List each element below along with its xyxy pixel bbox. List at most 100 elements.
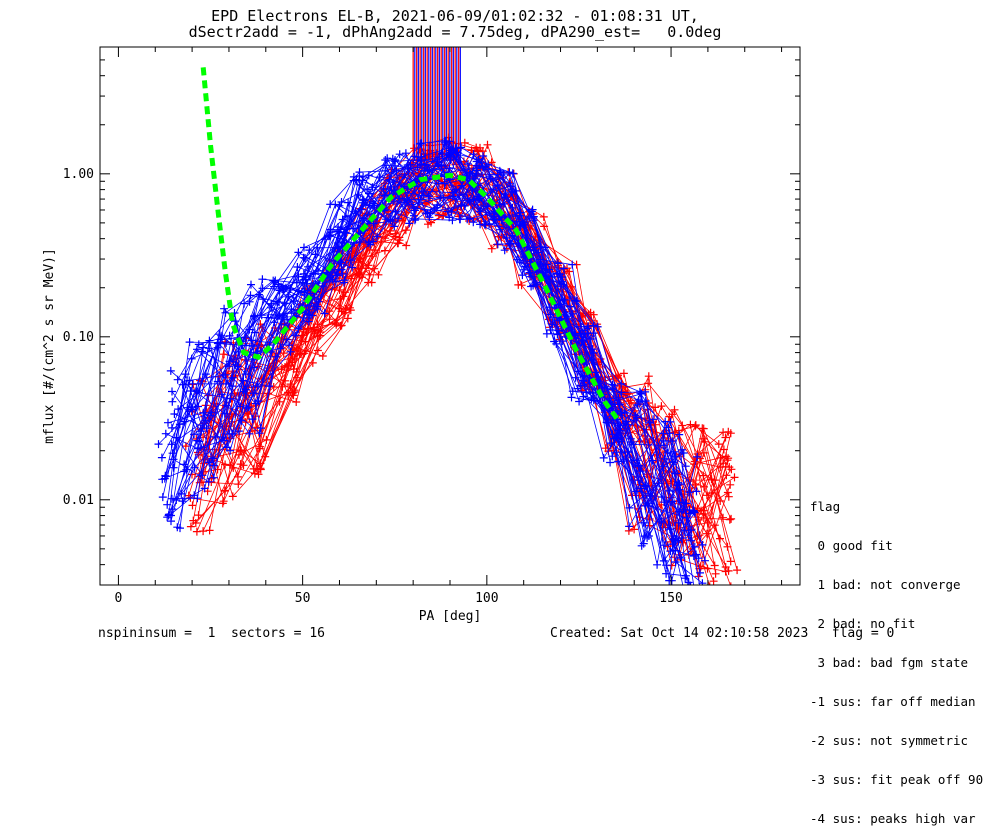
data-point-marker [721,462,730,471]
data-point-marker [710,521,719,530]
data-point-marker [711,569,720,578]
data-point-marker [436,193,445,202]
data-point-marker [313,332,322,341]
data-point-marker [487,158,496,167]
data-point-marker [373,232,382,241]
data-point-marker [409,204,418,213]
data-point-marker [271,352,280,361]
data-point-marker [476,204,485,213]
data-point-marker [668,437,677,446]
data-point-marker [657,402,666,411]
data-point-marker [612,448,621,457]
data-point-marker [226,394,235,403]
data-point-marker [228,492,237,501]
data-point-marker [581,333,590,342]
data-point-marker [343,314,352,323]
data-point-marker [554,326,563,335]
data-point-marker [218,499,227,508]
data-point-marker [675,430,684,439]
data-point-marker [154,440,163,449]
data-point-marker [369,199,377,208]
chart-title: EPD Electrons EL-B, 2021-06-09/01:02:32 … [211,7,699,25]
data-point-marker [381,156,390,164]
data-point-marker [269,383,278,391]
data-point-marker [714,440,723,449]
data-point-marker [250,328,259,337]
data-point-marker [644,532,653,540]
data-point-marker [346,256,355,265]
data-point-marker [699,448,708,457]
data-point-marker [492,175,500,184]
data-point-marker [643,499,652,508]
data-point-marker [247,336,256,345]
spectrum-line [170,140,679,493]
y-tick-label: 1.00 [63,167,94,182]
data-point-marker [586,308,595,317]
data-point-marker [161,429,170,438]
data-point-marker [709,577,718,585]
data-point-marker [672,469,680,478]
data-point-marker [168,397,177,406]
flag-legend: flag 0 good fit 1 bad: not converge 2 ba… [810,474,983,838]
data-layer [154,47,742,597]
data-point-marker [390,222,399,231]
data-point-marker [276,344,285,353]
data-point-marker [366,240,375,249]
spectrum-line [164,165,680,512]
data-point-marker [300,243,308,252]
data-point-marker [682,571,690,580]
data-point-marker [198,471,207,480]
data-point-marker [361,264,370,273]
data-point-marker [248,415,257,424]
data-point-marker [529,214,538,223]
spectrum-line [165,167,691,514]
data-point-marker [483,140,492,149]
data-point-marker [305,246,314,255]
data-point-marker [541,266,550,275]
data-point-marker [282,335,291,344]
data-point-marker [169,463,178,472]
data-point-marker [281,376,290,385]
legend-item: 1 bad: not converge [810,577,961,592]
data-point-marker [484,160,493,169]
data-point-marker [258,275,267,284]
data-point-marker [573,367,582,376]
data-point-marker [691,589,699,597]
data-point-marker [220,304,229,313]
data-point-marker [201,416,210,425]
data-point-marker [349,172,358,181]
data-point-marker [632,413,641,422]
data-point-marker [367,278,376,287]
spectrum-line [168,143,683,516]
data-point-marker [457,143,466,152]
data-point-marker [166,366,175,375]
data-point-marker [299,269,308,278]
data-point-marker [294,272,303,281]
footer-created-info: Created: Sat Oct 14 02:10:58 2023 flag =… [550,626,895,641]
data-point-marker [625,522,634,531]
data-point-marker [215,330,224,339]
data-point-marker [174,405,183,414]
data-point-marker [181,442,190,451]
data-point-marker [666,547,675,556]
data-point-marker [710,561,719,570]
data-point-marker [471,171,480,179]
data-point-marker [240,299,249,308]
data-point-marker [520,218,529,227]
data-point-marker [444,207,453,216]
spectrum-line [162,164,677,546]
data-point-marker [687,526,696,535]
data-point-marker [476,220,485,229]
data-point-marker [424,191,433,200]
data-point-marker [644,372,653,381]
legend-title: flag [810,499,841,514]
data-point-marker [699,506,708,515]
data-point-marker [391,156,400,164]
legend-item: -4 sus: peaks high var [810,811,976,826]
data-point-marker [330,265,339,274]
data-point-marker [410,216,419,225]
data-point-marker [241,333,250,342]
data-point-marker [470,174,479,183]
data-point-marker [187,354,196,363]
data-point-marker [190,491,199,500]
